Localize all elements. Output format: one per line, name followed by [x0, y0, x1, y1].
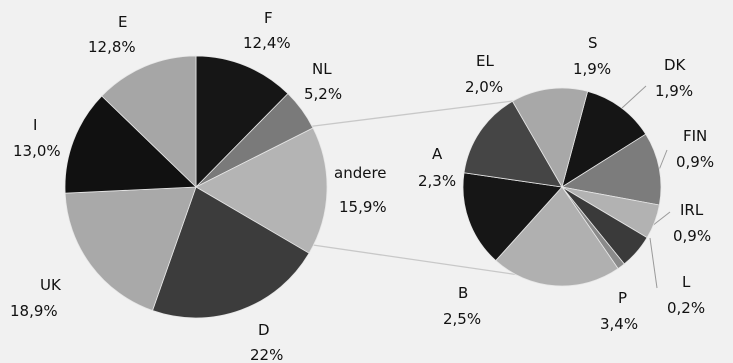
label-andere-name: andere — [334, 164, 387, 182]
secondary-pie — [462, 87, 662, 287]
main-pie-slice-f — [195, 55, 289, 188]
label-nl-name: NL — [312, 60, 332, 78]
label-l-name: L — [682, 273, 691, 291]
label-nl-value: 5,2% — [304, 85, 342, 103]
leader-l — [649, 237, 658, 289]
label-l-value: 0,2% — [667, 299, 705, 317]
connector-line-top — [305, 96, 546, 128]
secondary-pie-slice-el — [511, 87, 589, 189]
main-pie — [64, 55, 328, 319]
label-fin-value: 0,9% — [676, 153, 714, 171]
label-dk-value: 1,9% — [655, 82, 693, 100]
secondary-pie-slice-p — [495, 186, 619, 287]
main-pie-slice-e — [101, 55, 197, 188]
secondary-pie-slice-s — [561, 90, 647, 188]
label-f-value: 12,4% — [243, 34, 291, 52]
label-b-value: 2,5% — [443, 310, 481, 328]
label-e-name: E — [118, 13, 127, 31]
label-p-value: 3,4% — [600, 315, 638, 333]
secondary-pie-slice-dk — [560, 133, 662, 206]
connector-line-bottom — [305, 243, 541, 279]
label-uk-name: UK — [40, 276, 62, 294]
label-a-value: 2,3% — [418, 172, 456, 190]
label-a-name: A — [432, 145, 443, 163]
leader-fin — [658, 149, 668, 171]
label-andere-value: 15,9% — [339, 198, 387, 216]
main-pie-slice-i — [64, 95, 197, 194]
label-el-name: EL — [476, 52, 494, 70]
label-i-name: I — [33, 116, 37, 134]
main-pie-slice-uk — [64, 186, 197, 312]
main-pie-slice-andere — [195, 127, 328, 254]
label-s-value: 1,9% — [573, 60, 611, 78]
secondary-pie-slice-a — [463, 100, 563, 188]
leader-irl — [651, 211, 671, 227]
label-f-name: F — [264, 9, 273, 27]
label-e-value: 12,8% — [88, 38, 136, 56]
label-fin-name: FIN — [683, 127, 707, 145]
label-b-name: B — [458, 284, 468, 302]
label-d-name: D — [258, 321, 270, 339]
leader-dk — [621, 85, 647, 109]
label-irl-name: IRL — [680, 201, 704, 219]
secondary-pie-slice-b — [462, 172, 563, 262]
main-pie-slice-d — [151, 186, 310, 319]
label-irl-value: 0,9% — [673, 227, 711, 245]
label-i-value: 13,0% — [13, 142, 61, 160]
label-el-value: 2,0% — [465, 78, 503, 96]
label-d-value: 22% — [250, 346, 283, 363]
label-s-name: S — [588, 34, 598, 52]
label-uk-value: 18,9% — [10, 302, 58, 320]
label-dk-name: DK — [664, 56, 687, 74]
label-p-name: P — [618, 289, 627, 307]
